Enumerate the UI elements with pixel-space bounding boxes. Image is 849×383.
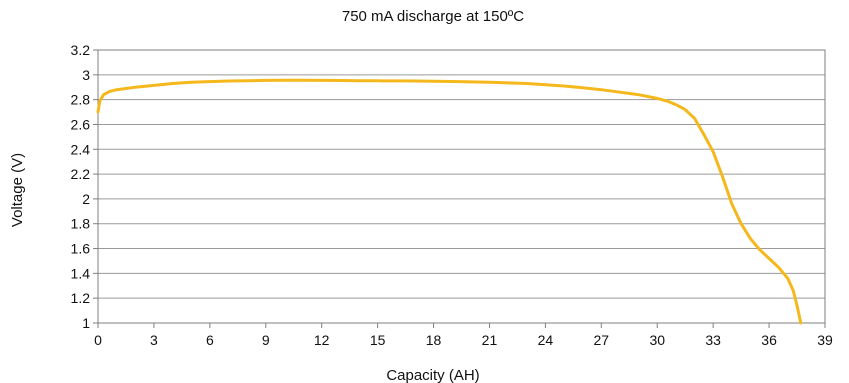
y-axis: 1 1.2 1.4 1.6 1.8 2 2.2 2.4 2.6 2.8 3 3.2 <box>71 42 98 331</box>
x-axis-label: Capacity (AH) <box>386 367 479 383</box>
x-tick-label: 36 <box>761 332 777 348</box>
plot-area <box>97 49 826 324</box>
y-tick-label: 2.8 <box>71 92 91 108</box>
x-tick-label: 18 <box>426 332 442 348</box>
series-group <box>96 78 803 325</box>
y-tick-label: 1.2 <box>71 290 91 306</box>
x-tick-label: 33 <box>705 332 721 348</box>
x-tick-label: 9 <box>262 332 270 348</box>
x-tick-label: 21 <box>482 332 498 348</box>
y-tick-label: 1.4 <box>71 265 91 281</box>
x-tick-label: 39 <box>817 332 833 348</box>
x-tick-label: 6 <box>206 332 214 348</box>
y-tick-label: 1.6 <box>71 241 91 257</box>
series-line <box>96 78 803 325</box>
gridlines <box>98 49 825 324</box>
x-tick-label: 15 <box>370 332 386 348</box>
x-tick-label: 12 <box>314 332 330 348</box>
y-tick-label: 2.4 <box>71 141 91 157</box>
y-tick-label: 3 <box>82 67 90 83</box>
x-tick-label: 3 <box>150 332 158 348</box>
chart-title: 750 mA discharge at 150ºC <box>342 8 524 25</box>
y-tick-label: 1.8 <box>71 216 91 232</box>
y-tick-label: 1 <box>82 315 90 331</box>
y-axis-label: Voltage (V) <box>9 153 26 227</box>
y-tick-label: 3.2 <box>71 42 91 58</box>
x-tick-label: 24 <box>538 332 554 348</box>
y-tick-label: 2 <box>82 191 90 207</box>
y-tick-label: 2.2 <box>71 166 91 182</box>
x-tick-label: 30 <box>649 332 665 348</box>
x-axis: 0 3 6 9 12 15 18 21 24 27 30 33 36 39 <box>94 323 833 348</box>
x-tick-label: 27 <box>594 332 610 348</box>
y-tick-label: 2.6 <box>71 116 91 132</box>
x-tick-label: 0 <box>94 332 102 348</box>
